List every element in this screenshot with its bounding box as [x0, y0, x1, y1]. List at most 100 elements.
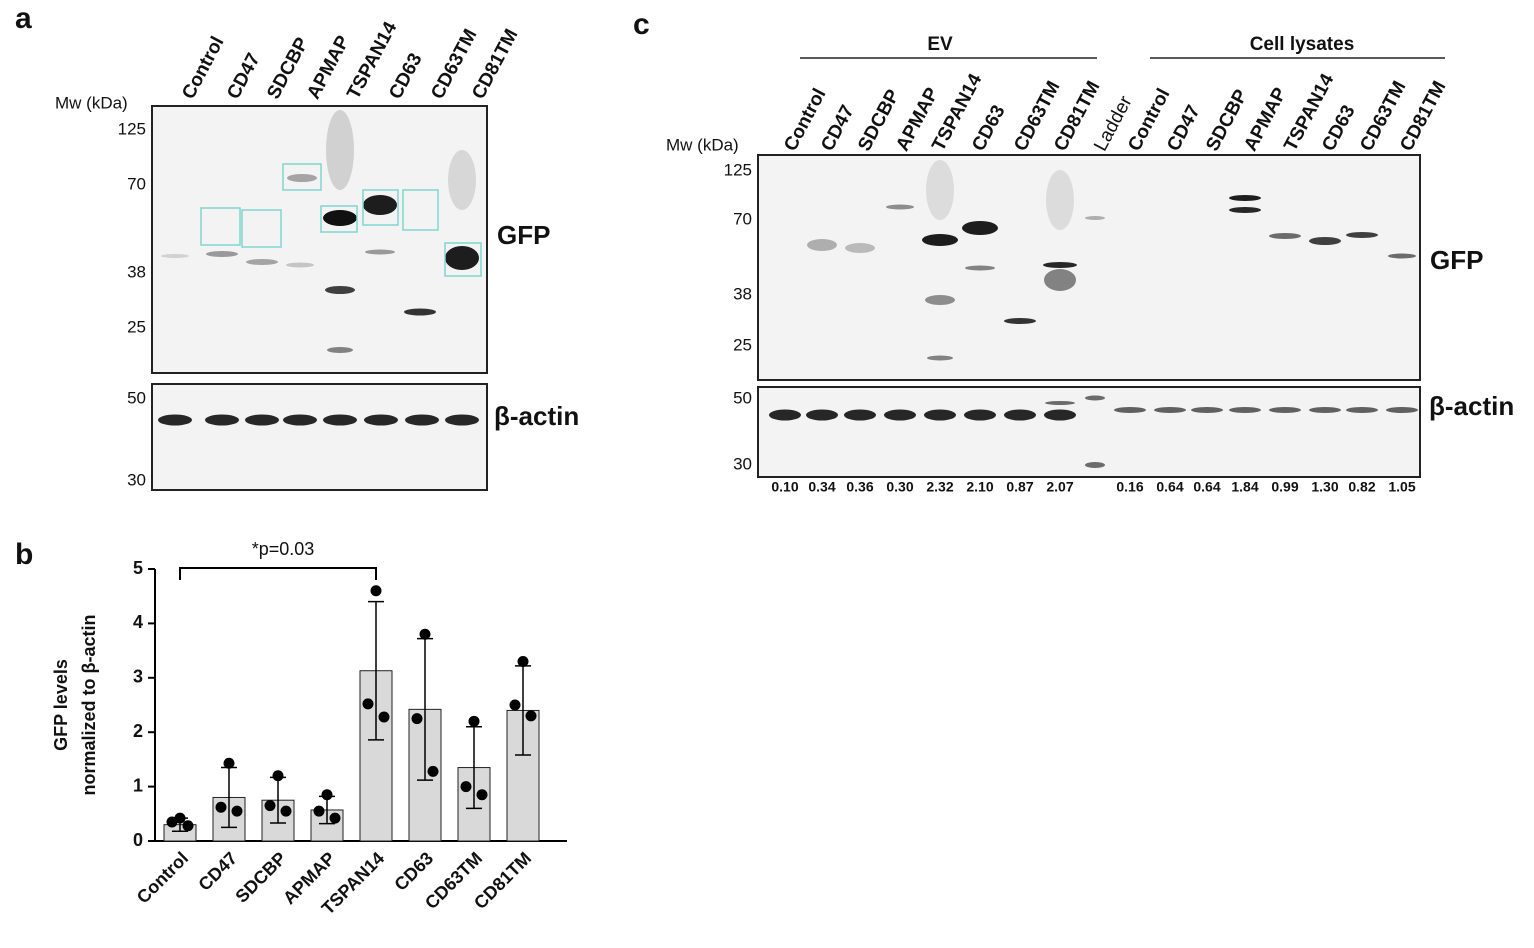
- ratio: 2.10: [966, 479, 993, 495]
- band: [1229, 195, 1261, 201]
- highlight-box: [200, 207, 241, 246]
- data-point: [166, 816, 178, 828]
- band: [365, 249, 395, 255]
- panel-letter: b: [15, 538, 33, 571]
- data-point: [280, 805, 292, 817]
- band: [325, 286, 355, 294]
- data-point: [362, 698, 374, 710]
- data-point: [370, 585, 382, 597]
- ratio: 0.16: [1116, 479, 1143, 495]
- mw-tick: 50: [733, 388, 752, 407]
- band: [1085, 462, 1105, 468]
- band: [1269, 233, 1301, 239]
- y-axis-label: GFP levels: [51, 659, 71, 751]
- band: [926, 160, 954, 220]
- band: [1229, 207, 1261, 213]
- highlight-box: [241, 209, 282, 248]
- ratio: 2.07: [1046, 479, 1073, 495]
- band: [1046, 170, 1074, 230]
- y-tick-label: 5: [133, 558, 143, 578]
- band: [807, 239, 837, 251]
- band: [1044, 409, 1076, 421]
- panel-letter: c: [633, 8, 650, 41]
- highlight-box: [402, 189, 439, 231]
- band: [962, 221, 998, 235]
- ratio: 0.99: [1271, 479, 1298, 495]
- data-point: [264, 800, 276, 812]
- band: [1043, 262, 1077, 268]
- band: [1309, 407, 1341, 413]
- band: [806, 409, 838, 421]
- ratio: 1.84: [1231, 479, 1258, 495]
- data-point: [223, 757, 235, 769]
- data-point: [517, 655, 529, 667]
- data-point: [329, 812, 341, 824]
- band: [323, 414, 357, 426]
- band: [1269, 407, 1301, 413]
- band: [323, 210, 357, 226]
- data-point: [231, 805, 243, 817]
- band: [404, 308, 436, 316]
- data-point: [182, 820, 194, 832]
- y-tick-label: 0: [133, 830, 143, 850]
- ratio: 0.10: [771, 479, 798, 495]
- band: [1388, 253, 1416, 259]
- band: [405, 414, 439, 426]
- data-point: [427, 765, 439, 777]
- band: [884, 409, 916, 421]
- data-point: [313, 805, 325, 817]
- band: [246, 259, 278, 265]
- band: [245, 414, 279, 426]
- highlight-box: [282, 163, 322, 191]
- x-tick-label: CD63: [390, 848, 437, 895]
- band: [287, 174, 317, 182]
- mw-tick: 30: [127, 470, 146, 489]
- band: [448, 150, 476, 210]
- band: [205, 414, 239, 426]
- ratio: 0.87: [1006, 479, 1033, 495]
- mw-tick: 50: [127, 388, 146, 407]
- band: [844, 409, 876, 421]
- mw-label: Mw (kDa): [666, 135, 739, 154]
- ratio: 0.64: [1156, 479, 1183, 495]
- band: [445, 414, 479, 426]
- band: [206, 251, 238, 257]
- band: [927, 355, 953, 361]
- error-bar: [368, 600, 384, 741]
- blot-actin: [757, 386, 1421, 478]
- ratio: 0.30: [886, 479, 913, 495]
- lane-label: CD63: [968, 102, 1009, 155]
- band: [445, 246, 479, 270]
- lane-label: CD63: [1318, 102, 1359, 155]
- ratio: 0.64: [1193, 479, 1220, 495]
- data-point: [272, 770, 284, 782]
- ratio: 2.32: [926, 479, 953, 495]
- data-point: [460, 781, 472, 793]
- band: [1154, 407, 1186, 413]
- data-point: [378, 711, 390, 723]
- blot-gfp: [757, 154, 1421, 381]
- band: [1085, 395, 1105, 401]
- band: [1085, 216, 1105, 220]
- highlight-box: [444, 242, 482, 277]
- ratio: 0.34: [808, 479, 835, 495]
- actin-label: β-actin: [494, 401, 579, 431]
- lane-label: CD63: [385, 50, 426, 103]
- ratio: 1.05: [1388, 479, 1415, 495]
- band: [924, 409, 956, 421]
- band: [965, 265, 995, 271]
- ratio: 1.30: [1311, 479, 1338, 495]
- mw-tick: 125: [118, 119, 146, 138]
- gfp-label: GFP: [1430, 245, 1483, 275]
- data-point: [321, 789, 333, 801]
- y-tick-label: 2: [133, 721, 143, 741]
- data-point: [476, 789, 488, 801]
- y-tick-label: 1: [133, 775, 143, 795]
- gfp-label: GFP: [497, 220, 550, 250]
- band: [363, 195, 397, 215]
- y-axis-label: normalized to β-actin: [79, 614, 99, 795]
- highlight-box: [362, 189, 399, 226]
- band: [925, 295, 955, 305]
- mw-tick: 38: [733, 284, 752, 303]
